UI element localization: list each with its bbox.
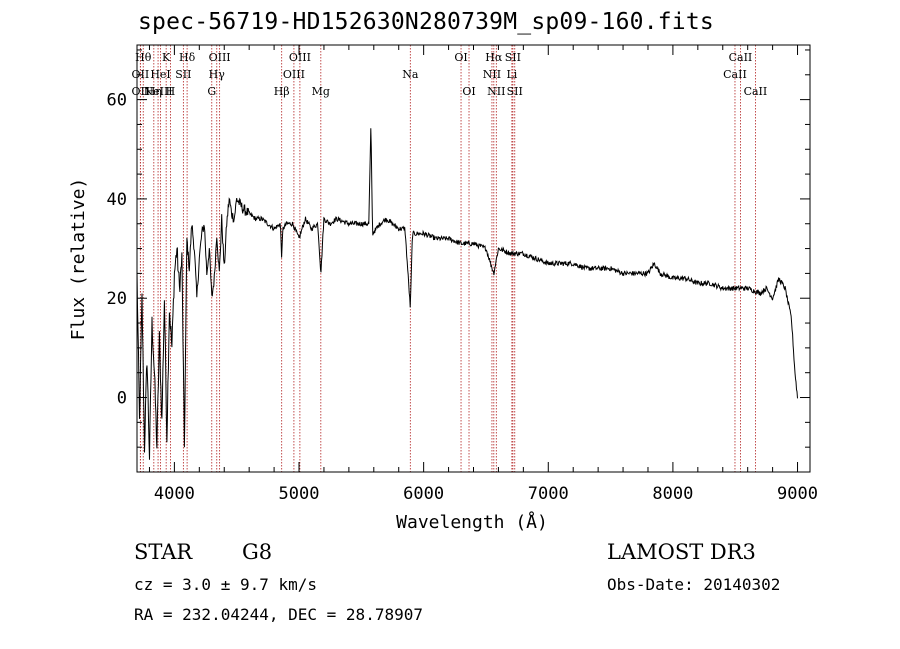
spectral-line-label-26: CaII [723, 68, 747, 81]
spectral-line-label-4: NeIII [143, 85, 172, 98]
spectral-line-label-12: OIII [209, 51, 231, 64]
object-subclass: G8 [242, 540, 273, 564]
spectral-line-label-27: CaII [729, 51, 753, 64]
y-axis-label: Flux (relative) [68, 178, 89, 341]
x-axis-label: Wavelength (Å) [396, 511, 548, 533]
redshift-cz: cz = 3.0 ± 9.7 km/s [134, 575, 318, 594]
spectral-line-label-7: H [166, 85, 176, 98]
plot-frame [136, 44, 811, 473]
x-tick-label: 6000 [403, 484, 444, 504]
spectral-line-label-20: NII [483, 68, 501, 81]
spectral-line-label-19: OI [462, 85, 475, 98]
spectral-line-label-6: K [162, 51, 171, 64]
object-class: STAR [134, 540, 193, 564]
x-tick-label: 8000 [652, 484, 693, 504]
x-tick-label: 9000 [777, 484, 818, 504]
spectral-line-markers [139, 45, 756, 472]
spectral-line-label-18: OI [454, 51, 467, 64]
x-tick-label: 4000 [154, 484, 195, 504]
spectral-line-label-25: SII [507, 85, 523, 98]
spectral-line-label-1: OII [132, 68, 150, 81]
spectral-line-label-15: OIII [289, 51, 311, 64]
spectral-line-label-17: Na [402, 68, 419, 81]
x-tick-label: 5000 [279, 484, 320, 504]
spectral-line-label-9: Hδ [179, 51, 196, 64]
y-tick-label: 40 [107, 190, 127, 210]
spectral-line-label-13: Hβ [274, 85, 290, 98]
spectral-line-label-2: OII [132, 85, 150, 98]
spectral-line-label-10: G [207, 85, 216, 98]
spectrum-series [136, 128, 798, 460]
spectral-line-label-24: SII [505, 51, 521, 64]
survey-name: LAMOST DR3 [607, 540, 756, 564]
spectral-line-label-16: Mg [312, 85, 330, 98]
sky-coordinates: RA = 232.04244, DEC = 28.78907 [134, 605, 423, 624]
spectral-line-label-23: Li [506, 68, 517, 81]
axis-ticks: 4000 5000 6000 7000 8000 9000 0 20 40 60 [107, 45, 818, 504]
x-tick-label: 7000 [528, 484, 569, 504]
y-tick-label: 0 [117, 389, 127, 409]
spectral-line-label-11: Hγ [209, 68, 226, 81]
spectral-line-label-3: Hη [146, 85, 162, 98]
spectral-line-label-5: HeI [150, 68, 170, 81]
chart-title: spec-56719-HD152630N280739M_sp09-160.fit… [138, 9, 714, 35]
spectrum-line [136, 128, 798, 460]
spectral-line-label-8: SII [175, 68, 191, 81]
spectral-line-label-21: Hα [485, 51, 503, 64]
spectral-line-label-22: NII [487, 85, 505, 98]
line-labels: HθOIIOIIHηNeIIIHeIKHSIIHδGHγOIIIHβOIIIOI… [132, 51, 768, 98]
spectral-line-label-14: OIII [283, 68, 305, 81]
spectral-line-label-0: Hθ [135, 51, 152, 64]
observation-date: Obs-Date: 20140302 [607, 575, 781, 594]
y-tick-label: 60 [107, 91, 127, 111]
y-tick-label: 20 [107, 289, 127, 309]
spectral-line-label-28: CaII [744, 85, 768, 98]
